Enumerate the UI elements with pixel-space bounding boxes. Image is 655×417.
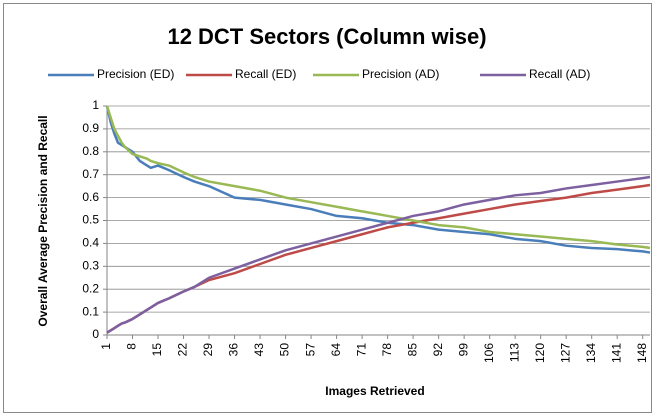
series-line — [106, 175, 651, 334]
x-tick-label: 120 — [533, 343, 547, 363]
x-tick-label: 43 — [252, 343, 266, 357]
x-axis-title: Images Retrieved — [325, 384, 424, 398]
x-tick-label: 64 — [329, 343, 343, 357]
x-tick-label: 106 — [482, 343, 496, 363]
x-tick-label: 57 — [303, 343, 317, 357]
y-tick-label: 0.6 — [82, 190, 99, 204]
x-tick-label: 113 — [507, 343, 521, 362]
legend-label: Precision (AD) — [362, 67, 439, 81]
y-tick-label: 0.7 — [82, 167, 99, 181]
x-tick-label: 99 — [456, 343, 470, 357]
x-tick-label: 148 — [635, 343, 649, 363]
y-tick-label: 0.2 — [82, 281, 99, 295]
y-tick-label: 0 — [92, 327, 99, 341]
x-tick-label: 15 — [150, 343, 164, 357]
x-tick-label: 127 — [558, 343, 572, 363]
series-line — [105, 105, 651, 250]
chart-border — [3, 3, 652, 413]
y-tick-label: 1 — [92, 98, 99, 112]
x-tick-label: 29 — [201, 343, 215, 357]
legend-label: Recall (AD) — [529, 67, 590, 81]
x-tick-label: 134 — [584, 343, 598, 363]
chart-title: 12 DCT Sectors (Column wise) — [167, 24, 486, 49]
x-tick-label: 92 — [431, 343, 445, 357]
legend-label: Precision (ED) — [97, 67, 174, 81]
y-tick-label: 0.3 — [82, 258, 99, 272]
legend-label: Recall (ED) — [235, 67, 296, 81]
x-tick-label: 1 — [99, 343, 113, 350]
x-tick-label: 50 — [278, 343, 292, 357]
x-tick-label: 36 — [227, 343, 241, 357]
x-tick-label: 78 — [380, 343, 394, 357]
y-axis-title: Overall Average Precision and Recall — [36, 115, 50, 326]
y-tick-label: 0.8 — [82, 144, 99, 158]
x-tick-label: 141 — [609, 343, 623, 363]
y-tick-label: 0.5 — [82, 213, 99, 227]
x-tick-label: 22 — [176, 343, 190, 357]
x-tick-label: 8 — [125, 343, 139, 350]
y-tick-label: 0.1 — [82, 304, 99, 318]
x-tick-label: 71 — [354, 343, 368, 357]
y-tick-label: 0.9 — [82, 121, 99, 135]
y-tick-label: 0.4 — [82, 236, 99, 250]
x-tick-label: 85 — [405, 343, 419, 357]
